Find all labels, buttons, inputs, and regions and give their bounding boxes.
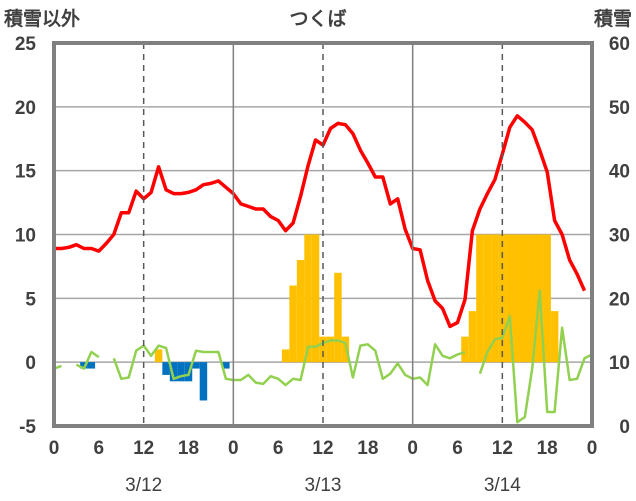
y-left-tick-label: 15 (15, 162, 37, 183)
y-right-tick-label: 50 (609, 98, 630, 119)
bar (192, 362, 200, 369)
date-label: 3/12 (125, 475, 162, 496)
bar (483, 234, 492, 363)
y-left-tick-label: 10 (15, 226, 36, 247)
bar (468, 311, 477, 363)
bar (154, 349, 163, 363)
bar (162, 362, 170, 375)
x-tick-label: 12 (312, 438, 333, 459)
bar (177, 362, 185, 382)
right-axis-title: 積雪 (594, 7, 632, 30)
y-left-tick-label: 0 (25, 353, 36, 374)
left-axis-title: 積雪以外 (4, 7, 80, 30)
bar (491, 234, 499, 363)
bar (304, 234, 312, 363)
bar (296, 260, 305, 363)
date-labels: 3/12 3/13 3/14 (125, 475, 521, 496)
y-right-tick-label: 20 (609, 289, 630, 310)
series-line (53, 289, 593, 424)
bar (461, 336, 469, 363)
x-tick-label: 6 (94, 438, 105, 459)
bar (550, 311, 559, 363)
y-right-tick-label: 0 (619, 417, 630, 438)
x-tick-label: 0 (407, 438, 418, 459)
x-tick-label: 18 (537, 438, 558, 459)
x-tick-label: 12 (492, 438, 513, 459)
bar (281, 349, 290, 363)
bar (199, 362, 208, 401)
x-tick-label: 0 (587, 438, 598, 459)
x-tick-label: 18 (178, 438, 199, 459)
date-label: 3/13 (305, 475, 342, 496)
bar (311, 234, 320, 363)
bars (80, 234, 559, 401)
y-left-tick-label: 5 (25, 289, 36, 310)
y-right-tick-label: 60 (609, 34, 630, 55)
bar (326, 336, 335, 363)
bar (80, 362, 88, 369)
bar (543, 234, 551, 363)
date-label: 3/14 (484, 475, 521, 496)
series-line (54, 114, 587, 329)
plot-border (52, 41, 594, 428)
x-tick-label: 18 (357, 438, 378, 459)
x-tick-label: 0 (49, 438, 60, 459)
bar (528, 234, 536, 363)
bar (341, 336, 350, 363)
bar (222, 362, 230, 369)
bar (506, 234, 514, 363)
y-left-tick-label: 20 (15, 98, 36, 119)
y-right-tick-label: 10 (609, 353, 630, 374)
y-left-ticks: 25 20 15 10 5 0 -5 (15, 34, 37, 438)
bar (319, 336, 327, 363)
y-right-tick-label: 40 (609, 162, 630, 183)
separators (142, 43, 504, 426)
bar (476, 234, 484, 363)
bar (289, 285, 297, 363)
y-left-tick-label: -5 (19, 417, 36, 438)
chart-title: つくば (289, 8, 346, 30)
bar (334, 272, 342, 363)
y-right-ticks: 60 50 40 30 20 10 0 (609, 34, 630, 438)
x-ticks: 0 6 12 18 0 6 12 18 0 6 12 18 0 (49, 438, 598, 459)
bar (521, 234, 529, 363)
x-tick-label: 0 (228, 438, 239, 459)
y-left-tick-label: 25 (15, 34, 37, 55)
x-tick-label: 12 (133, 438, 154, 459)
bar (87, 362, 96, 369)
x-tick-label: 6 (273, 438, 284, 459)
y-right-tick-label: 30 (609, 226, 630, 247)
x-tick-label: 6 (452, 438, 463, 459)
bar (513, 234, 522, 363)
bar (169, 362, 178, 382)
